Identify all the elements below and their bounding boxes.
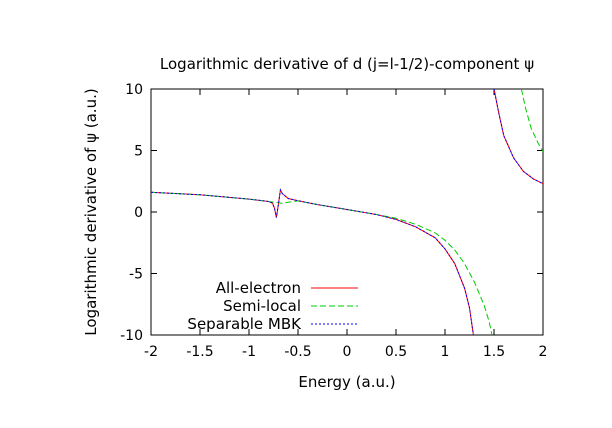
y-tick-label: -5 [129,267,143,283]
x-tick-label: 2 [539,344,548,360]
x-tick-label: 0.5 [385,344,407,360]
legend-label: Semi-local [223,297,301,315]
y-tick-label: 10 [125,82,143,98]
x-tick-label: 1 [441,344,450,360]
y-axis-ticks: -10 -5 0 5 10 [120,82,543,344]
legend-label: All-electron [216,279,301,297]
y-tick-label: 0 [134,205,143,221]
series-all-electron-line [151,89,543,335]
x-axis-label: Energy (a.u.) [298,373,395,391]
legend-label: Separable MBK [187,315,302,333]
x-tick-label: -1 [242,344,256,360]
chart-title: Logarithmic derivative of d (j=l-1/2)-co… [160,55,534,73]
x-tick-label: -2 [144,344,158,360]
y-tick-label: 5 [134,144,143,160]
x-tick-label: -0.5 [284,344,311,360]
series-separable-mbk-line [151,89,543,335]
x-axis-ticks: -2 -1.5 -1 -0.5 0 0.5 1 1.5 2 [144,89,547,360]
y-tick-label: -10 [120,328,143,344]
x-tick-label: -1.5 [186,344,213,360]
x-tick-label: 0 [343,344,352,360]
y-axis-label: Logarithmic derivative of ψ (a.u.) [82,88,100,335]
series-semi-local-line [151,89,543,335]
plot-frame [150,88,544,336]
series-layer [151,89,543,335]
x-tick-label: 1.5 [483,344,505,360]
